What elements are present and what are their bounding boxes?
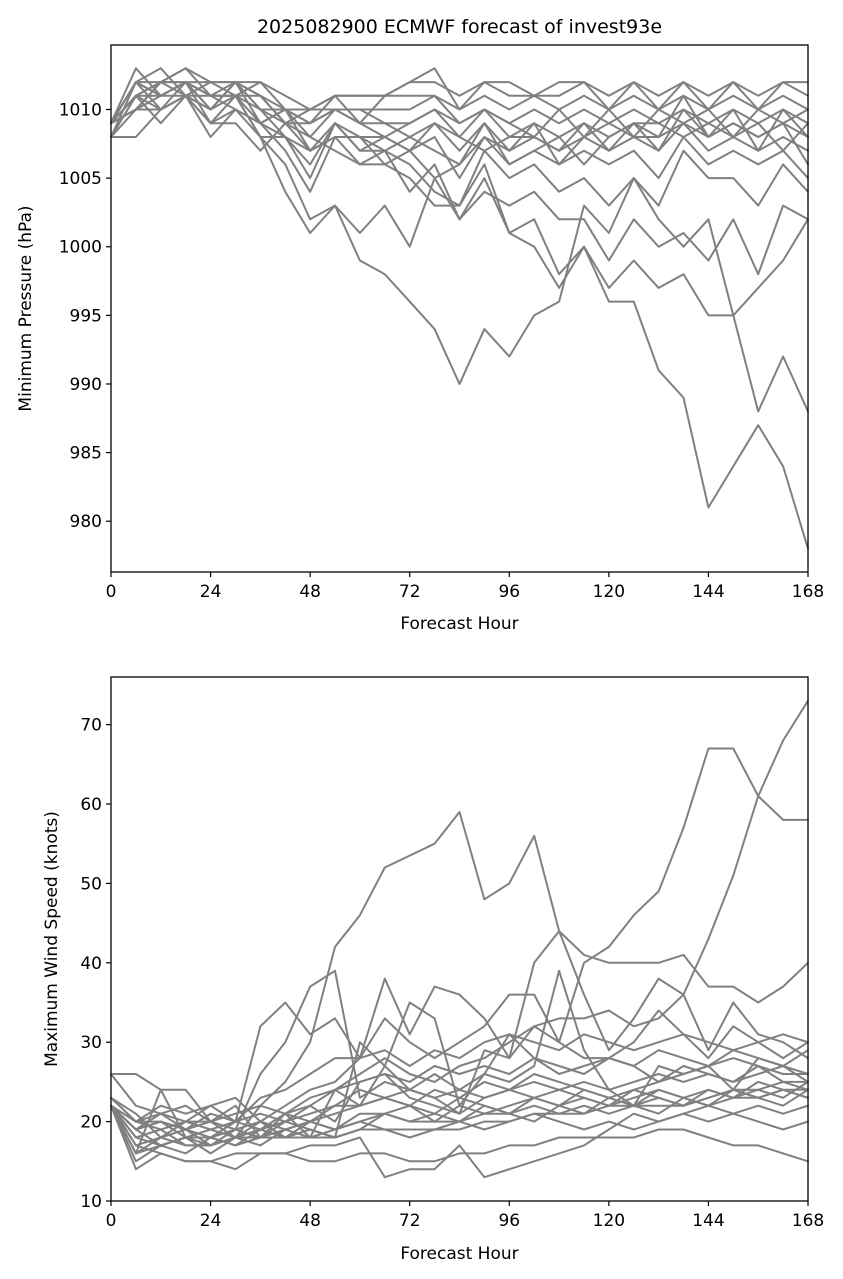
pressure-x-ticks: 0 24 48 72 96 120 144 168	[106, 572, 824, 602]
wind-x-tick-label: 0	[106, 1211, 117, 1231]
wind-member-line-10	[110, 1088, 809, 1179]
wind-y-tick-label: 30	[80, 1033, 102, 1053]
wind-y-tick-label: 60	[80, 795, 102, 815]
wind-y-tick-label: 10	[80, 1192, 102, 1212]
pressure-series-group	[110, 67, 809, 550]
pressure-y-tick-label: 990	[70, 375, 102, 395]
pressure-y-tick-label: 980	[70, 512, 102, 532]
wind-member-line-15	[110, 1033, 809, 1123]
wind-member-line-19	[110, 1104, 809, 1155]
pressure-x-axis-label: Forecast Hour	[400, 614, 518, 634]
wind-x-tick-label: 144	[692, 1211, 724, 1231]
wind-series-group	[110, 699, 809, 1179]
pressure-x-tick-label: 168	[792, 582, 824, 602]
pressure-y-tick-label: 1010	[59, 101, 102, 121]
wind-y-tick-label: 40	[80, 954, 102, 974]
pressure-y-ticks: 980 985 990 995 1000 1005 1010	[59, 101, 111, 532]
pressure-x-tick-label: 0	[106, 582, 117, 602]
pressure-member-line-4	[110, 81, 809, 276]
pressure-x-tick-label: 96	[498, 582, 520, 602]
wind-x-tick-label: 168	[792, 1211, 824, 1231]
pressure-y-tick-label: 985	[70, 444, 102, 464]
pressure-x-tick-label: 24	[200, 582, 222, 602]
pressure-y-axis-label: Minimum Pressure (hPa)	[16, 205, 36, 411]
pressure-y-tick-label: 1000	[59, 238, 102, 258]
wind-x-tick-label: 48	[299, 1211, 321, 1231]
wind-y-tick-label: 20	[80, 1113, 102, 1133]
pressure-member-line-15	[110, 81, 809, 166]
chart-title: 2025082900 ECMWF forecast of invest93e	[257, 16, 662, 38]
wind-x-tick-label: 96	[498, 1211, 520, 1231]
wind-member-line-9	[110, 1104, 809, 1163]
wind-y-tick-label: 50	[80, 874, 102, 894]
pressure-x-tick-label: 72	[399, 582, 421, 602]
wind-y-axis-label: Maximum Wind Speed (knots)	[42, 811, 62, 1067]
wind-member-line-2	[110, 747, 809, 1139]
wind-x-tick-label: 120	[593, 1211, 625, 1231]
wind-y-tick-label: 70	[80, 716, 102, 736]
pressure-panel: 2025082900 ECMWF forecast of invest93e 0…	[16, 16, 824, 634]
pressure-plot-frame	[110, 44, 809, 573]
wind-member-line-20	[110, 969, 809, 1155]
wind-panel: 0 24 48 72 96 120 144 168 10 20 30 40 50 60 70 Foreca…	[42, 676, 824, 1264]
pressure-y-tick-label: 995	[70, 306, 102, 326]
wind-x-ticks: 0 24 48 72 96 120 144 168	[106, 1201, 824, 1231]
wind-y-ticks: 10 20 30 40 50 60 70	[80, 716, 111, 1212]
pressure-member-line-16	[110, 81, 809, 138]
pressure-member-line-14	[110, 94, 809, 166]
wind-member-line-18	[110, 1080, 809, 1131]
wind-plot-frame	[110, 676, 809, 1202]
pressure-x-tick-label: 144	[692, 582, 724, 602]
pressure-member-line-1	[110, 94, 809, 385]
wind-x-axis-label: Forecast Hour	[400, 1244, 518, 1264]
pressure-member-line-11	[110, 67, 809, 125]
wind-member-line-13	[110, 1065, 809, 1139]
pressure-x-tick-label: 120	[593, 582, 625, 602]
wind-x-tick-label: 24	[200, 1211, 222, 1231]
pressure-y-tick-label: 1005	[59, 169, 102, 189]
pressure-x-tick-label: 48	[299, 582, 321, 602]
wind-x-tick-label: 72	[399, 1211, 421, 1231]
